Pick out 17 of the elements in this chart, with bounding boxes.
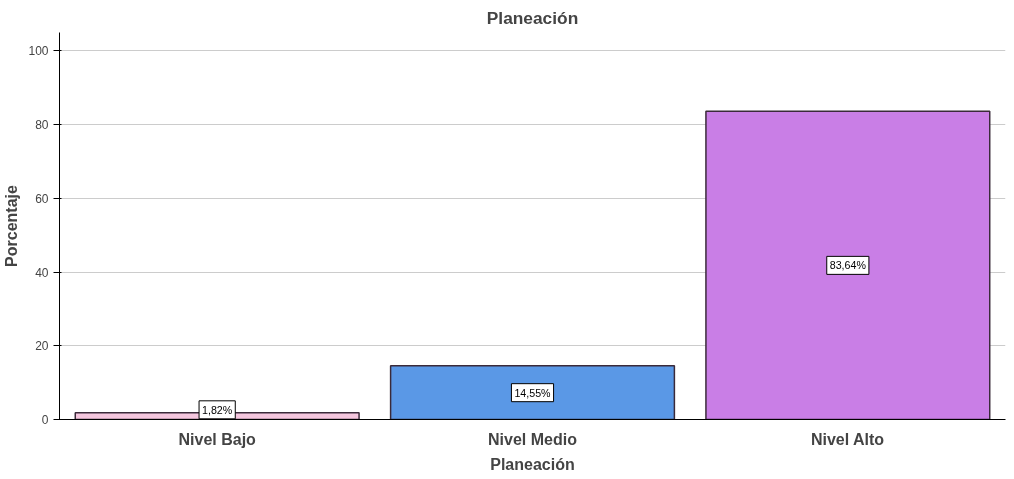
x-tick-label: Nivel Alto	[810, 430, 885, 448]
y-axis-title: Porcentaje	[3, 184, 21, 267]
y-tick-label: 20	[35, 339, 49, 354]
x-axis-title: Planeación	[490, 455, 575, 473]
y-tick-label: 80	[35, 118, 49, 133]
data-label: 14,55%	[514, 386, 552, 399]
data-label: 83,64%	[829, 259, 867, 272]
bar	[389, 365, 676, 420]
bar	[705, 110, 991, 420]
y-tick-label: 100	[28, 44, 49, 59]
y-tick-label: 40	[35, 265, 49, 280]
y-tick-label: 60	[35, 191, 49, 206]
x-tick-label: Nivel Bajo	[178, 430, 257, 448]
data-label: 1,82%	[202, 403, 233, 416]
x-tick-label: Nivel Medio	[488, 430, 578, 448]
y-tick-label: 0	[41, 413, 49, 427]
chart-title: Planeación	[486, 7, 579, 28]
